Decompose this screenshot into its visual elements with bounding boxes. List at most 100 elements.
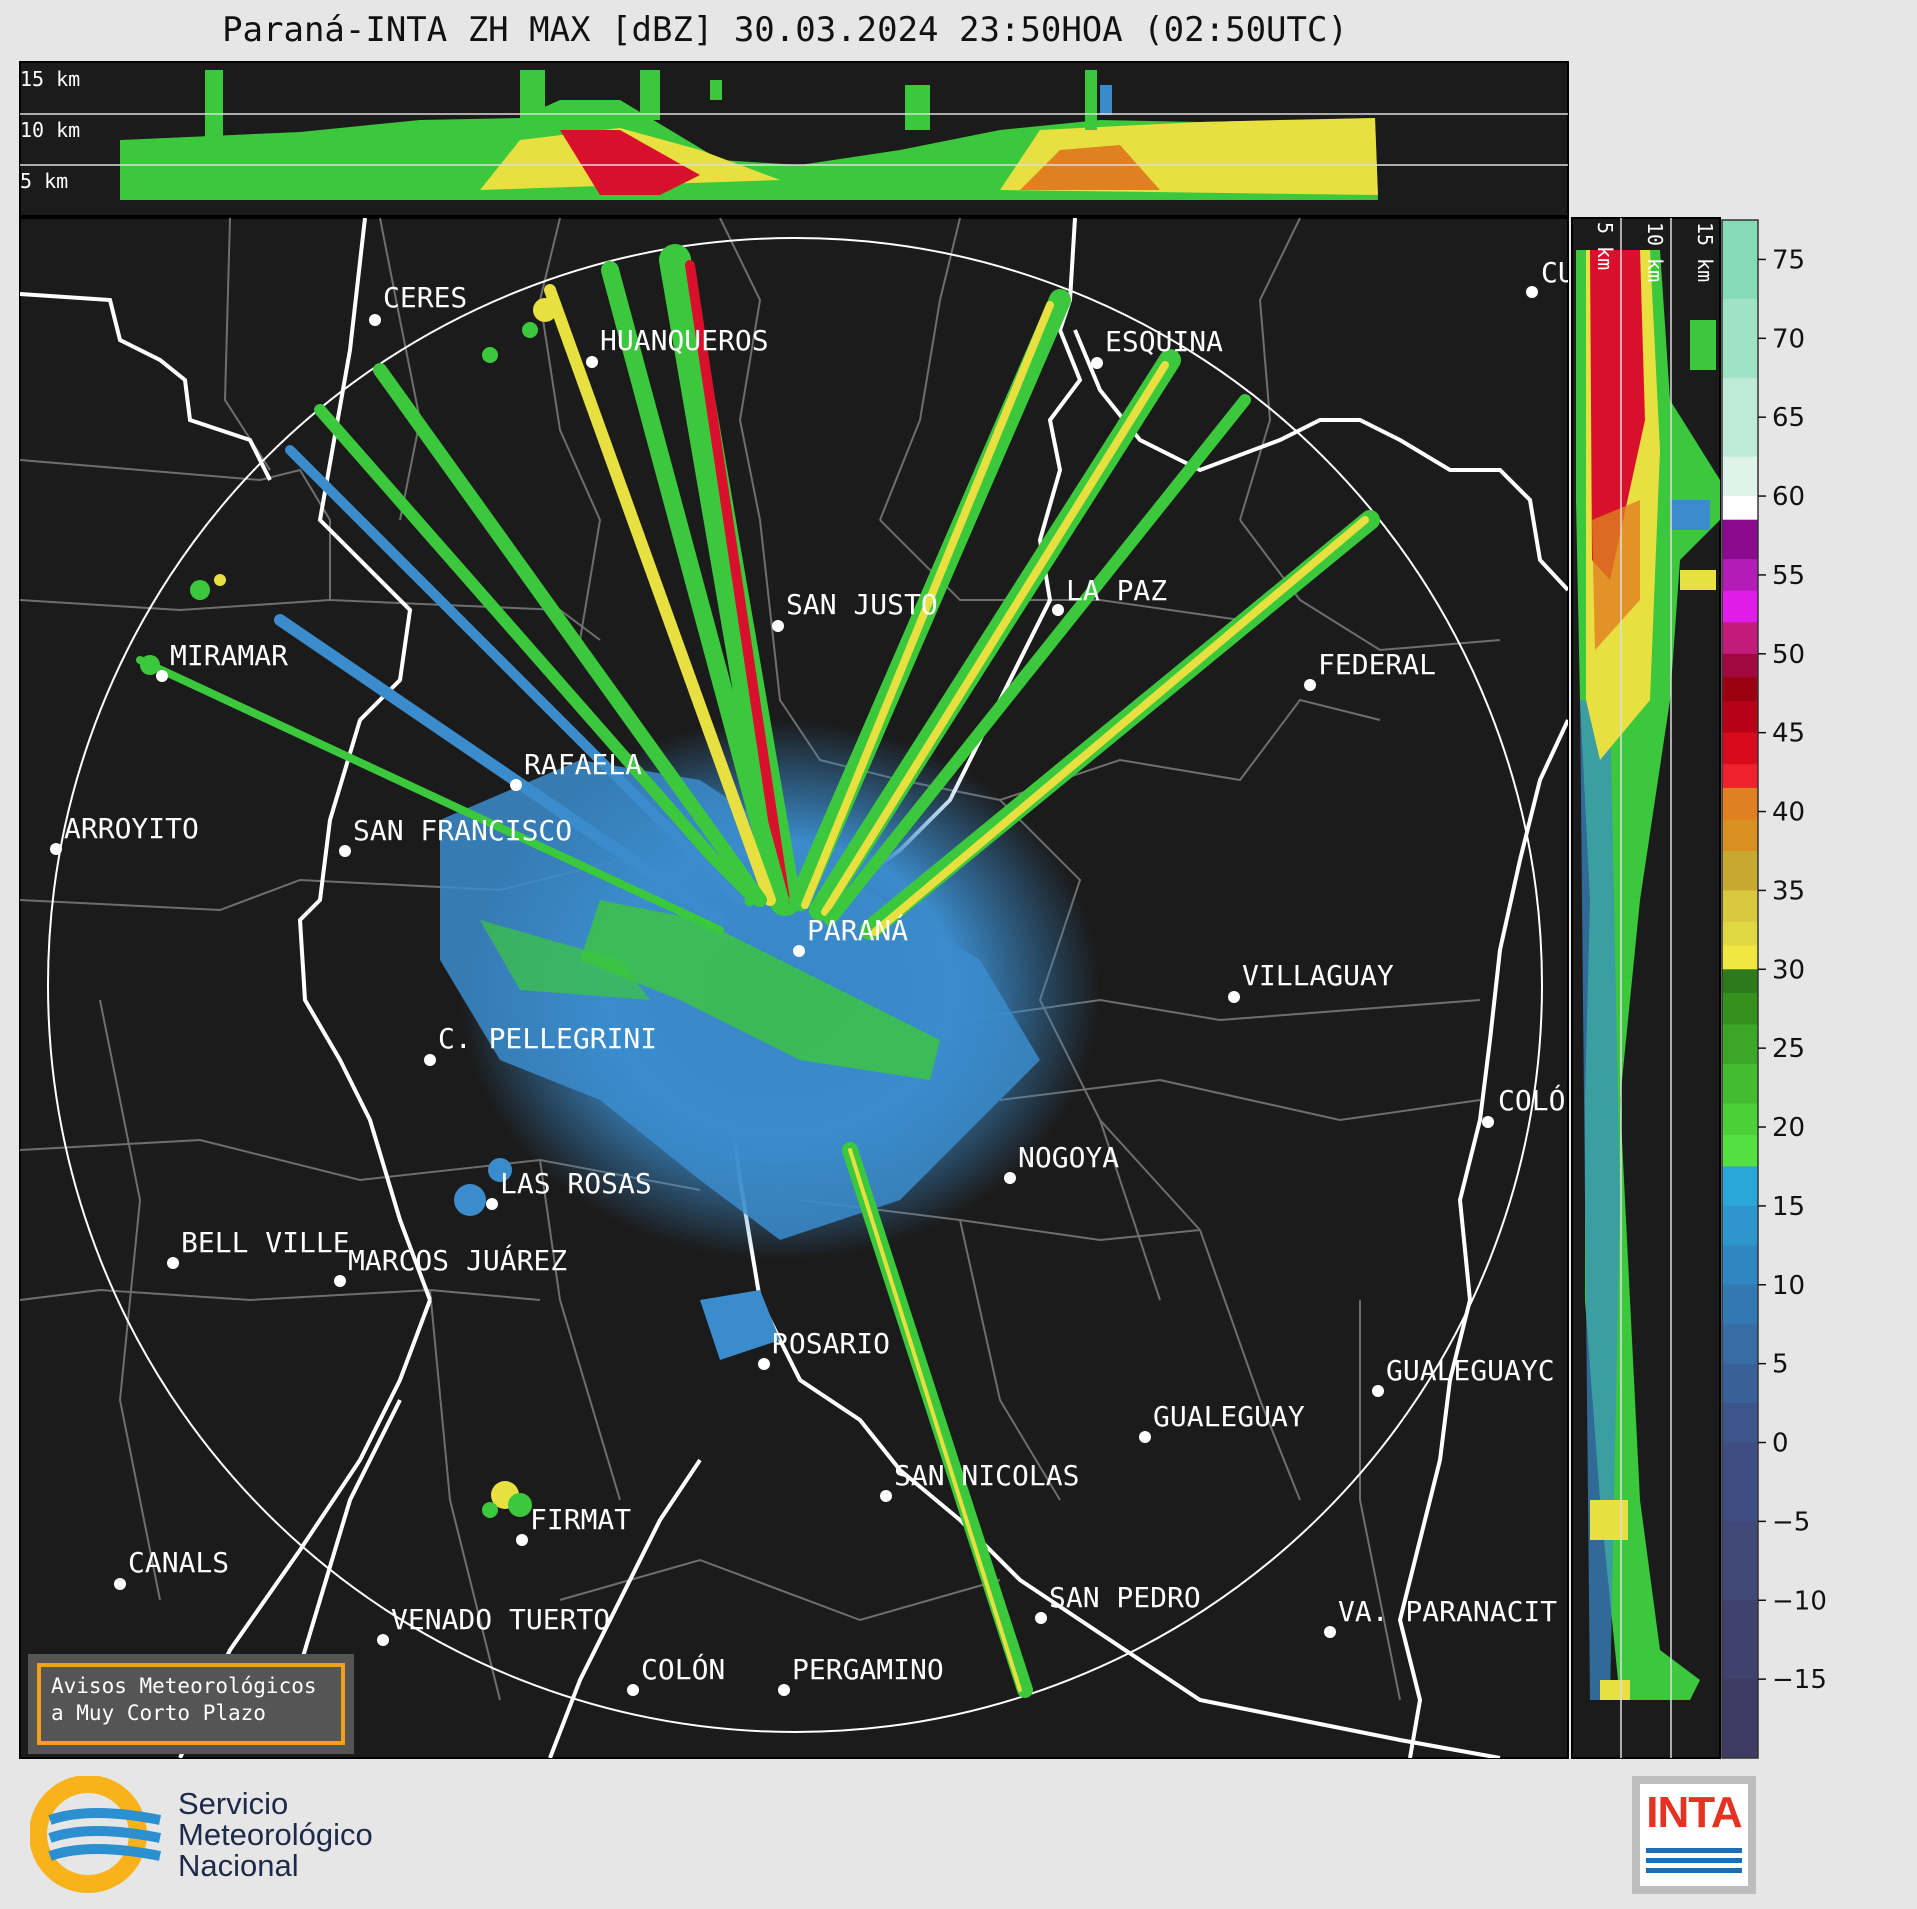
colorbar-tick-label: 50 <box>1772 640 1805 670</box>
colorbar-band <box>1722 701 1758 734</box>
city-c-pellegrini: C. PELLEGRINI <box>424 1022 657 1066</box>
side-height-label-10km: 10 km <box>1643 222 1667 282</box>
top-profile-echoes <box>120 70 1378 200</box>
colorbar-band <box>1722 298 1758 379</box>
smn-emblem-icon <box>30 1776 161 1893</box>
city-colon: COLÓN <box>627 1652 725 1696</box>
city-arroyito: ARROYITO <box>50 812 199 855</box>
colorbar-tick-label: 65 <box>1772 403 1805 433</box>
svg-text:CERES: CERES <box>383 281 467 314</box>
smn-line-2: Meteorológico <box>178 1817 373 1852</box>
colorbar-band <box>1722 1521 1758 1601</box>
colorbar-band <box>1722 1103 1758 1136</box>
city-nogoya: NOGOYA <box>1004 1141 1119 1184</box>
inta-logo-text: INTA <box>1646 1788 1742 1837</box>
svg-text:MIRAMAR: MIRAMAR <box>170 639 288 672</box>
svg-text:C. PELLEGRINI: C. PELLEGRINI <box>438 1022 657 1055</box>
city-venado-tuerto: VENADO TUERTO <box>377 1603 610 1646</box>
colorbar-tick-label: 5 <box>1772 1350 1789 1380</box>
city-rafaela: RAFAELA <box>510 748 642 791</box>
colorbar-band <box>1722 921 1758 947</box>
city-rosario: ROSARIO <box>758 1327 890 1370</box>
city-bell-ville: BELL VILLE <box>167 1226 350 1269</box>
warning-line-2: a Muy Corto Plazo <box>51 1701 266 1725</box>
city-colo: COLÓ <box>1482 1083 1565 1128</box>
chart-title: Paraná-INTA ZH MAX [dBZ] 30.03.2024 23:5… <box>222 10 1348 50</box>
colorbar-band <box>1722 1442 1758 1522</box>
city-va-paranacit: VA. PARANACIT <box>1324 1595 1557 1638</box>
colorbar-tick-label: 30 <box>1772 955 1805 985</box>
colorbar-tick-label: −5 <box>1772 1507 1810 1537</box>
colorbar-band <box>1722 1205 1758 1246</box>
smn-logo: Servicio Meteorológico Nacional <box>30 1776 430 1896</box>
top-height-label-15km: 15 km <box>20 67 80 91</box>
city-san-pedro: SAN PEDRO <box>1035 1581 1201 1624</box>
city-ceres: CERES <box>369 281 467 326</box>
svg-text:PERGAMINO: PERGAMINO <box>792 1653 944 1686</box>
colorbar-band <box>1722 622 1758 655</box>
svg-text:MARCOS JUÁREZ: MARCOS JUÁREZ <box>348 1243 567 1277</box>
city-gualeguayc: GUALEGUAYC <box>1372 1354 1555 1397</box>
svg-text:ESQUINA: ESQUINA <box>1105 325 1223 358</box>
colorbar-tick-label: 25 <box>1772 1034 1805 1064</box>
svg-text:ARROYITO: ARROYITO <box>64 812 199 845</box>
colorbar-band <box>1722 890 1758 923</box>
svg-text:VA. PARANACIT: VA. PARANACIT <box>1338 1595 1557 1628</box>
svg-text:COLÓN: COLÓN <box>641 1652 725 1686</box>
colorbar-tick-label: 20 <box>1772 1113 1805 1143</box>
city-cu: CU <box>1526 256 1575 298</box>
colorbar-band <box>1722 1134 1758 1167</box>
city-la-paz: LA PAZ <box>1052 574 1167 616</box>
colorbar-band <box>1722 1363 1758 1404</box>
svg-text:CU: CU <box>1541 256 1575 289</box>
colorbar-band <box>1722 677 1758 702</box>
radar-range-ring <box>47 237 1543 1733</box>
colorbar-tick-label: 0 <box>1772 1429 1789 1459</box>
colorbar-band <box>1722 819 1758 852</box>
smn-line-1: Servicio <box>178 1786 289 1821</box>
city-pergamino: PERGAMINO <box>778 1653 944 1696</box>
city-markers: CERES HUANQUEROS ESQUINA CU SAN JUSTO LA… <box>50 256 1575 1696</box>
svg-text:LA PAZ: LA PAZ <box>1066 574 1167 607</box>
colorbar-band <box>1722 1245 1758 1286</box>
colorbar-band <box>1722 456 1758 497</box>
colorbar-tick-label: 10 <box>1772 1271 1805 1301</box>
colorbar-band <box>1722 992 1758 1025</box>
svg-text:SAN FRANCISCO: SAN FRANCISCO <box>353 814 572 847</box>
colorbar-band <box>1722 1679 1758 1759</box>
svg-text:RAFAELA: RAFAELA <box>524 748 642 781</box>
colorbar-band <box>1722 1024 1758 1065</box>
svg-text:FEDERAL: FEDERAL <box>1318 648 1436 681</box>
colorbar-tick-label: 55 <box>1772 561 1805 591</box>
warning-line-1: Avisos Meteorológicos <box>51 1674 317 1698</box>
top-height-label-10km: 10 km <box>20 118 80 142</box>
svg-text:COLÓ: COLÓ <box>1498 1083 1565 1117</box>
warning-badge: Avisos Meteorológicos a Muy Corto Plazo <box>28 1654 354 1754</box>
inta-logo: INTA <box>1632 1776 1756 1894</box>
svg-text:FIRMAT: FIRMAT <box>530 1503 631 1536</box>
svg-text:SAN JUSTO: SAN JUSTO <box>786 588 938 621</box>
svg-text:PARANÁ: PARANÁ <box>807 913 908 947</box>
colorbar-band <box>1722 945 1758 970</box>
radar-echoes <box>136 244 1380 1698</box>
side-height-label-5km: 5 km <box>1593 222 1617 270</box>
colorbar-tick-label: −10 <box>1772 1586 1827 1616</box>
svg-text:NOGOYA: NOGOYA <box>1018 1141 1119 1174</box>
city-esquina: ESQUINA <box>1091 325 1223 369</box>
svg-text:VENADO TUERTO: VENADO TUERTO <box>391 1603 610 1636</box>
city-gualeguay: GUALEGUAY <box>1139 1400 1305 1443</box>
colorbar-band <box>1722 1324 1758 1365</box>
colorbar-band <box>1722 1284 1758 1325</box>
colorbar-band <box>1722 519 1758 560</box>
svg-text:CANALS: CANALS <box>128 1546 229 1579</box>
city-marcos-juarez: MARCOS JUÁREZ <box>334 1243 567 1287</box>
colorbar-tick-label: 40 <box>1772 798 1805 828</box>
city-huanqueros: HUANQUEROS <box>586 324 769 368</box>
city-san-justo: SAN JUSTO <box>772 588 938 632</box>
city-san-francisco: SAN FRANCISCO <box>339 814 572 857</box>
svg-text:SAN PEDRO: SAN PEDRO <box>1049 1581 1201 1614</box>
top-height-label-5km: 5 km <box>20 169 68 193</box>
colorbar-tick-label: 60 <box>1772 482 1805 512</box>
city-villaguay: VILLAGUAY <box>1228 959 1394 1003</box>
